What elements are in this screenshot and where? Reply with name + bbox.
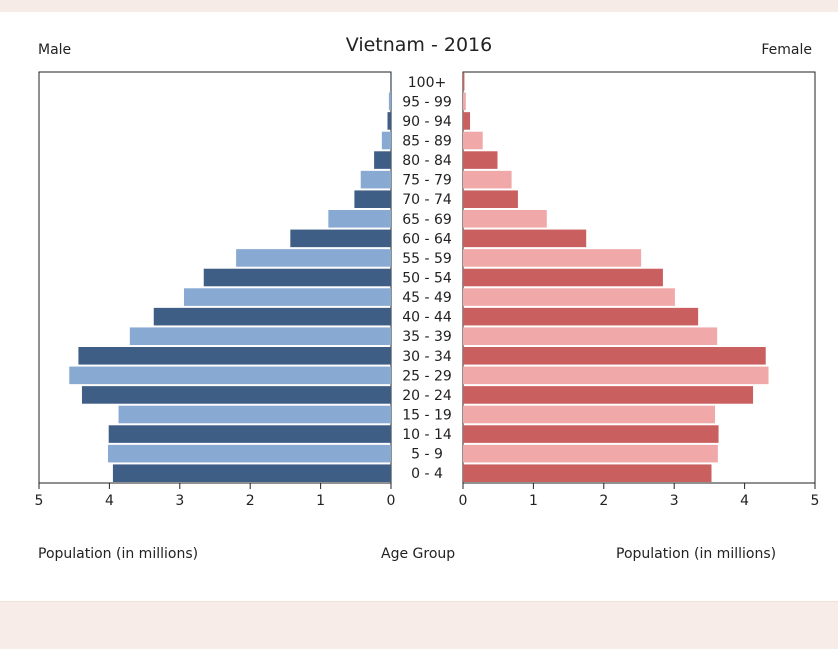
male-bar <box>184 288 391 306</box>
female-bar <box>463 190 518 208</box>
age-group-label: 60 - 64 <box>402 231 452 247</box>
female-bar <box>463 92 466 111</box>
age-group-label: 35 - 39 <box>402 329 452 345</box>
male-tick-label: 3 <box>175 493 184 509</box>
age-group-label: 100+ <box>408 75 446 91</box>
female-bar <box>463 366 769 385</box>
left-axis-title: Population (in millions) <box>38 546 199 562</box>
male-bar <box>69 366 391 385</box>
female-bar <box>463 288 675 306</box>
female-bar <box>463 210 547 228</box>
female-tick-label: 4 <box>740 493 749 509</box>
female-bar <box>463 405 716 424</box>
male-bar <box>78 347 391 365</box>
male-bar <box>328 210 391 228</box>
population-pyramid-chart: 100+ 95 - 99 90 - 94 85 - 89 80 - 84 75 - 79 7… <box>35 71 820 509</box>
age-group-label: 25 - 29 <box>402 368 452 384</box>
male-bar <box>153 307 391 326</box>
male-bar <box>112 464 392 482</box>
right-axis-title: Population (in millions) <box>616 546 777 562</box>
age-group-label: 15 - 19 <box>402 408 452 424</box>
male-tick-label: 1 <box>316 493 325 509</box>
male-bar <box>107 444 391 463</box>
age-group-label: 70 - 74 <box>402 192 452 208</box>
female-tick-label: 0 <box>459 493 468 509</box>
female-tick-label: 5 <box>811 493 820 509</box>
male-bar <box>203 268 391 287</box>
age-group-label: 90 - 94 <box>402 114 452 130</box>
age-group-label: 65 - 69 <box>402 212 452 228</box>
male-bar <box>129 327 392 345</box>
age-group-label: 30 - 34 <box>402 349 452 365</box>
female-label: Female <box>761 42 812 58</box>
female-bar <box>463 131 483 150</box>
age-group-label: 45 - 49 <box>402 290 452 306</box>
female-tick-label: 3 <box>670 493 679 509</box>
male-tick-label: 4 <box>105 493 114 509</box>
bottom-band <box>0 601 838 649</box>
female-tick-label: 1 <box>529 493 538 509</box>
male-bar <box>118 405 391 424</box>
age-group-label: 95 - 99 <box>402 94 452 110</box>
female-bar <box>463 229 587 248</box>
female-bar <box>463 170 512 189</box>
female-bar <box>463 327 718 345</box>
female-bar <box>463 249 642 267</box>
age-group-label: 75 - 79 <box>402 173 452 189</box>
age-group-label: 5 - 9 <box>411 447 443 463</box>
male-bar <box>388 92 391 111</box>
male-tick-label: 0 <box>387 493 396 509</box>
male-bar <box>81 386 391 404</box>
female-bar <box>463 444 718 463</box>
age-group-label: 0 - 4 <box>411 466 443 482</box>
female-bar <box>463 464 712 482</box>
male-tick-label: 2 <box>246 493 255 509</box>
age-group-label: 85 - 89 <box>402 134 452 150</box>
top-band <box>0 0 838 12</box>
female-bar <box>463 268 663 287</box>
female-bar <box>463 73 465 91</box>
chart-title: Vietnam - 2016 <box>345 34 493 56</box>
female-bar <box>463 307 699 326</box>
age-group-label: 50 - 54 <box>402 271 452 287</box>
age-group-label: 20 - 24 <box>402 388 452 404</box>
male-bar <box>354 190 391 208</box>
male-bar <box>387 112 391 130</box>
male-bar <box>290 229 391 248</box>
male-bar <box>374 151 391 169</box>
age-group-label: 10 - 14 <box>402 427 452 443</box>
female-bar <box>463 425 719 443</box>
female-tick-label: 2 <box>599 493 608 509</box>
age-group-label: 80 - 84 <box>402 153 452 169</box>
age-group-axis-title: Age Group <box>381 546 456 562</box>
male-bar <box>390 73 391 91</box>
male-bar <box>360 170 391 189</box>
male-bar <box>108 425 392 443</box>
male-bar <box>236 249 391 267</box>
male-label: Male <box>38 42 72 58</box>
female-bar <box>463 151 498 169</box>
age-group-label: 40 - 44 <box>402 310 452 326</box>
male-bar <box>381 131 391 150</box>
male-tick-label: 5 <box>35 493 44 509</box>
female-bar <box>463 386 754 404</box>
age-group-label: 55 - 59 <box>402 251 452 267</box>
female-bar <box>463 347 766 365</box>
female-bar <box>463 112 471 130</box>
